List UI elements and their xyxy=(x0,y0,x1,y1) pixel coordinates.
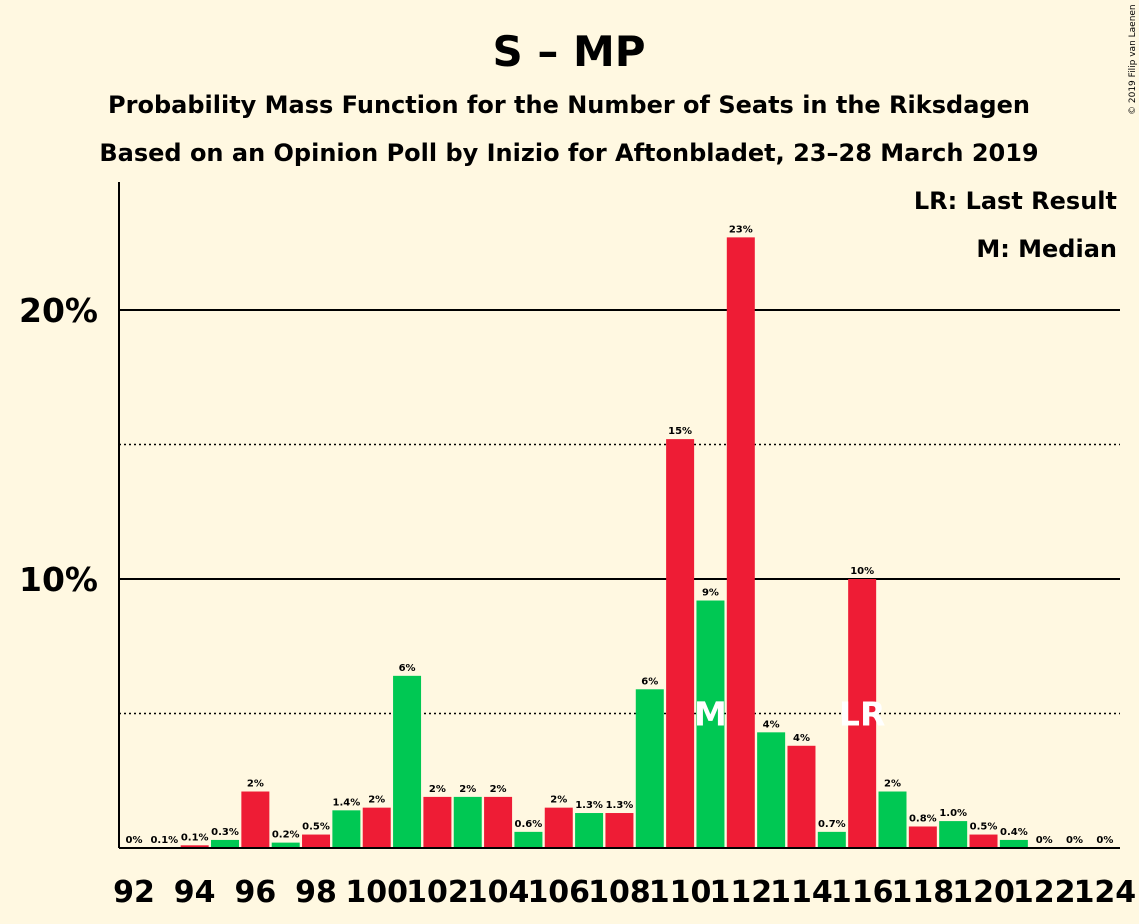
bar-value-label: 0% xyxy=(1096,835,1113,846)
bar-value-label: 0.1% xyxy=(181,832,209,843)
bar-value-label: 0% xyxy=(1036,835,1053,846)
marks: M LR xyxy=(694,695,885,734)
bar-value-label: 2% xyxy=(490,784,507,795)
bar-value-label: 0.5% xyxy=(302,822,330,833)
legend-last-result: LR: Last Result xyxy=(914,187,1117,215)
bar-value-label: 0.3% xyxy=(211,827,239,838)
bar xyxy=(575,813,604,848)
bar-value-label: 0.7% xyxy=(818,819,846,830)
bar xyxy=(939,821,968,848)
bar-value-label: 2% xyxy=(368,795,385,806)
bar-value-label: 2% xyxy=(459,784,476,795)
bars xyxy=(180,237,1028,848)
x-tick-label: 96 xyxy=(234,875,276,910)
bar xyxy=(484,796,513,848)
gridlines xyxy=(119,309,1120,715)
y-tick-label: 20% xyxy=(19,291,98,330)
bar xyxy=(908,826,937,848)
median-marker: M xyxy=(694,695,727,734)
bar-value-label: 1.0% xyxy=(939,808,967,819)
bar-value-label: 1.4% xyxy=(333,797,361,808)
x-tick-label: 110 xyxy=(649,875,712,910)
copyright-text: © 2019 Filip van Laenen xyxy=(1128,4,1138,115)
bar-value-label: 1.3% xyxy=(575,800,603,811)
bar xyxy=(696,600,725,848)
x-tick-label: 116 xyxy=(831,875,894,910)
bar xyxy=(544,807,573,848)
x-tick-label: 98 xyxy=(295,875,337,910)
bar-value-label: 4% xyxy=(793,733,810,744)
bar-value-label: 2% xyxy=(429,784,446,795)
bar-value-label: 1.3% xyxy=(606,800,634,811)
bar-value-label: 15% xyxy=(668,426,692,437)
chart-title: S – MP xyxy=(492,27,645,76)
bar-value-label: 0.2% xyxy=(272,830,300,841)
bar xyxy=(605,813,634,848)
bar-value-label: 0.8% xyxy=(909,813,937,824)
bar xyxy=(514,831,543,848)
x-tick-label: 120 xyxy=(952,875,1015,910)
bar xyxy=(241,791,270,848)
x-tick-label: 94 xyxy=(174,875,216,910)
bar xyxy=(666,439,695,848)
bar-value-label: 2% xyxy=(247,779,264,790)
chart-subtitle-2: Based on an Opinion Poll by Inizio for A… xyxy=(99,139,1038,167)
bar-value-label: 0.5% xyxy=(970,822,998,833)
bar xyxy=(969,834,998,848)
bar-value-label: 6% xyxy=(399,663,416,674)
x-tick-label: 106 xyxy=(527,875,590,910)
bar xyxy=(211,839,240,848)
bar xyxy=(757,732,786,848)
bar xyxy=(453,796,482,848)
bar xyxy=(302,834,331,848)
bar xyxy=(787,745,816,848)
bar xyxy=(271,842,300,848)
bar xyxy=(726,237,755,848)
bar-value-label: 6% xyxy=(641,676,658,687)
bar-labels: 0% 0.1% 0.1% 0.3%2%0.2%0.5%1.4% 2%6%2% 2% 2%0.… xyxy=(126,224,1114,846)
x-tick-label: 114 xyxy=(770,875,833,910)
bar-value-label: 0.6% xyxy=(515,819,543,830)
x-tick-label: 112 xyxy=(709,875,772,910)
bar-value-label: 0.4% xyxy=(1000,827,1028,838)
chart-subtitle-1: Probability Mass Function for the Number… xyxy=(108,91,1030,119)
bar xyxy=(999,839,1028,848)
bar-value-label: 9% xyxy=(702,588,719,599)
x-tick-label: 100 xyxy=(345,875,408,910)
bar-value-label: 2% xyxy=(550,795,567,806)
bar xyxy=(817,831,846,848)
bar-value-label: 23% xyxy=(729,224,753,235)
x-tick-label: 102 xyxy=(406,875,469,910)
bar-value-label: 0% xyxy=(1066,835,1083,846)
bar xyxy=(635,689,664,848)
y-tick-label: 10% xyxy=(19,560,98,599)
x-tick-label: 124 xyxy=(1074,875,1137,910)
bar-value-label: 2% xyxy=(884,779,901,790)
x-tick-label: 104 xyxy=(467,875,530,910)
bar xyxy=(393,675,422,848)
x-tick-label: 108 xyxy=(588,875,651,910)
bar xyxy=(848,579,877,848)
x-tick-label: 118 xyxy=(892,875,955,910)
bar xyxy=(180,845,209,848)
x-tick-label: 122 xyxy=(1013,875,1076,910)
bar-value-label: 0.1% xyxy=(150,835,178,846)
x-tick-label: 92 xyxy=(113,875,155,910)
legend-median: M: Median xyxy=(976,235,1117,263)
x-tick-labels: 92 94 96 98 10010210410610811011211411611812… xyxy=(113,875,1136,910)
y-tick-labels: 10% 20% xyxy=(19,291,98,599)
bar-value-label: 0% xyxy=(126,835,143,846)
bar xyxy=(332,810,361,848)
bar xyxy=(423,796,452,848)
last-result-marker: LR xyxy=(839,695,885,734)
bar xyxy=(362,807,391,848)
bar-value-label: 10% xyxy=(850,566,874,577)
bar xyxy=(878,791,907,848)
bar-value-label: 4% xyxy=(763,719,780,730)
